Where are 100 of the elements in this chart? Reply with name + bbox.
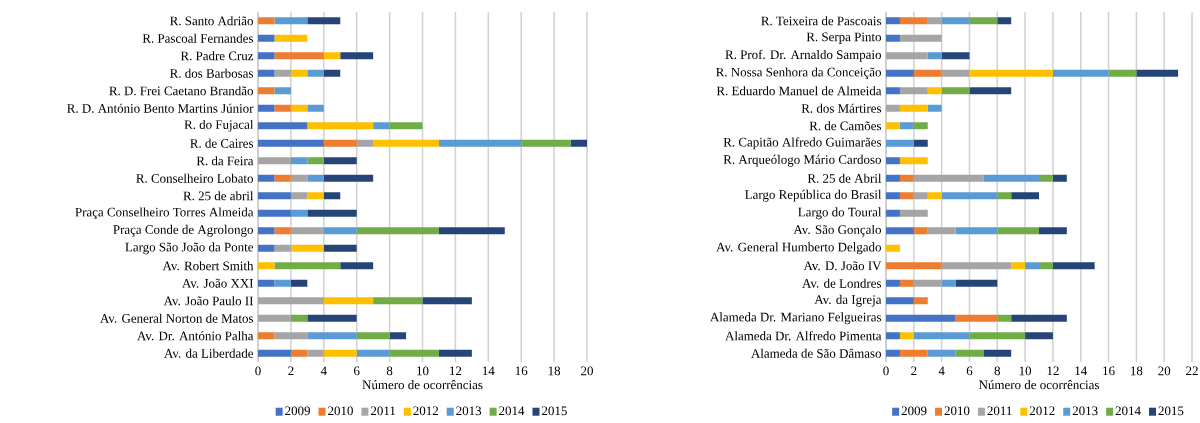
bar — [955, 314, 998, 322]
bar — [983, 174, 1040, 182]
x-tick-label: 12 — [1047, 366, 1059, 376]
bar — [969, 17, 998, 25]
bar — [258, 297, 324, 305]
bar — [886, 69, 914, 77]
bar — [258, 349, 291, 357]
bar — [340, 52, 374, 60]
bar — [886, 314, 956, 322]
bar — [997, 192, 1012, 200]
bar — [1052, 69, 1109, 77]
bar — [899, 192, 914, 200]
bar — [927, 104, 942, 112]
bar — [927, 349, 956, 357]
bar — [886, 17, 900, 25]
bar — [886, 174, 900, 182]
x-tick-label: 18 — [548, 366, 561, 376]
bar — [886, 104, 900, 112]
bar — [913, 332, 970, 340]
bar — [899, 174, 914, 182]
bar — [373, 297, 423, 305]
bar — [258, 157, 291, 165]
bar — [290, 349, 308, 357]
bar — [941, 279, 956, 287]
y-tick-label: R. Nossa Senhora da Conceição — [716, 67, 882, 80]
bar — [290, 314, 308, 322]
bar — [1039, 227, 1067, 235]
y-tick-label: R. Arqueólogo Mário Cardoso — [723, 154, 882, 167]
bar — [941, 262, 1012, 270]
bar — [274, 17, 308, 25]
bar — [307, 349, 324, 357]
bar — [258, 104, 275, 112]
y-tick-label: R. Padre Cruz — [180, 51, 254, 61]
bar — [290, 227, 324, 235]
bar — [258, 139, 324, 147]
bar — [886, 244, 900, 252]
bar — [258, 332, 275, 340]
y-tick-label: Av. Dr. António Palha — [137, 331, 254, 341]
bar — [389, 122, 423, 130]
x-tick-label: 8 — [994, 366, 1001, 376]
bar — [258, 192, 291, 200]
bar — [307, 209, 357, 217]
bar — [356, 332, 390, 340]
y-tick-label: R. Capitão Alfredo Guimarães — [723, 137, 882, 150]
bar — [323, 52, 341, 60]
x-tick-label: 6 — [966, 366, 973, 376]
bar — [422, 297, 472, 305]
bar — [373, 139, 439, 147]
bar — [1039, 262, 1053, 270]
y-tick-label: Largo São João da Ponte — [125, 242, 254, 255]
bar — [307, 122, 374, 130]
bar — [1011, 262, 1026, 270]
x-axis-title: Número de ocorrências — [362, 380, 483, 390]
x-axis-title: Número de ocorrências — [978, 380, 1099, 390]
y-tick-label: R. dos Mártires — [801, 103, 882, 113]
legend-label: 2009 — [285, 406, 310, 416]
y-tick-label: Av. João Paulo II — [163, 296, 254, 306]
bar — [913, 279, 942, 287]
bar — [941, 69, 970, 77]
y-tick-label: Av. da Liberdade — [164, 348, 254, 358]
x-tick-label: 16 — [515, 366, 528, 376]
legend-label: 2015 — [542, 406, 567, 416]
bar — [274, 52, 324, 60]
bar — [899, 122, 914, 130]
y-tick-label: R. do Fujacal — [184, 119, 254, 132]
bar — [258, 174, 275, 182]
bar — [983, 349, 1012, 357]
bar — [913, 227, 928, 235]
y-tick-label: Av. D. João IV — [803, 261, 882, 271]
x-tick-label: 14 — [482, 366, 495, 376]
bar — [1108, 69, 1137, 77]
bar — [913, 174, 984, 182]
bar — [913, 69, 942, 77]
bar — [927, 52, 942, 60]
bar — [997, 17, 1012, 25]
bar — [1052, 174, 1067, 182]
bar — [290, 244, 324, 252]
legend-label: 2010 — [328, 406, 353, 416]
x-tick-label: 4 — [938, 366, 945, 376]
bar — [997, 314, 1012, 322]
legend-label: 2009 — [901, 406, 927, 416]
bar — [1011, 314, 1067, 322]
bar — [886, 139, 914, 147]
bar — [913, 192, 928, 200]
bar — [323, 174, 374, 182]
bar — [274, 244, 291, 252]
x-tick-label: 2 — [911, 366, 917, 376]
y-tick-label: Praça Conde de Agrolongo — [113, 224, 253, 237]
bar — [941, 87, 970, 95]
bar — [899, 349, 928, 357]
bar — [323, 349, 357, 357]
bar — [307, 192, 324, 200]
bar — [941, 17, 970, 25]
y-tick-label: R. Prof. Dr. Arnaldo Sampaio — [725, 49, 881, 62]
y-tick-label: Av. de Londres — [802, 278, 882, 288]
legend-label: 2011 — [987, 406, 1012, 416]
bar — [258, 244, 275, 252]
legend-label: 2014 — [499, 406, 525, 416]
bar — [290, 279, 308, 287]
y-tick-label: Alameda de São Dâmaso — [751, 348, 882, 358]
